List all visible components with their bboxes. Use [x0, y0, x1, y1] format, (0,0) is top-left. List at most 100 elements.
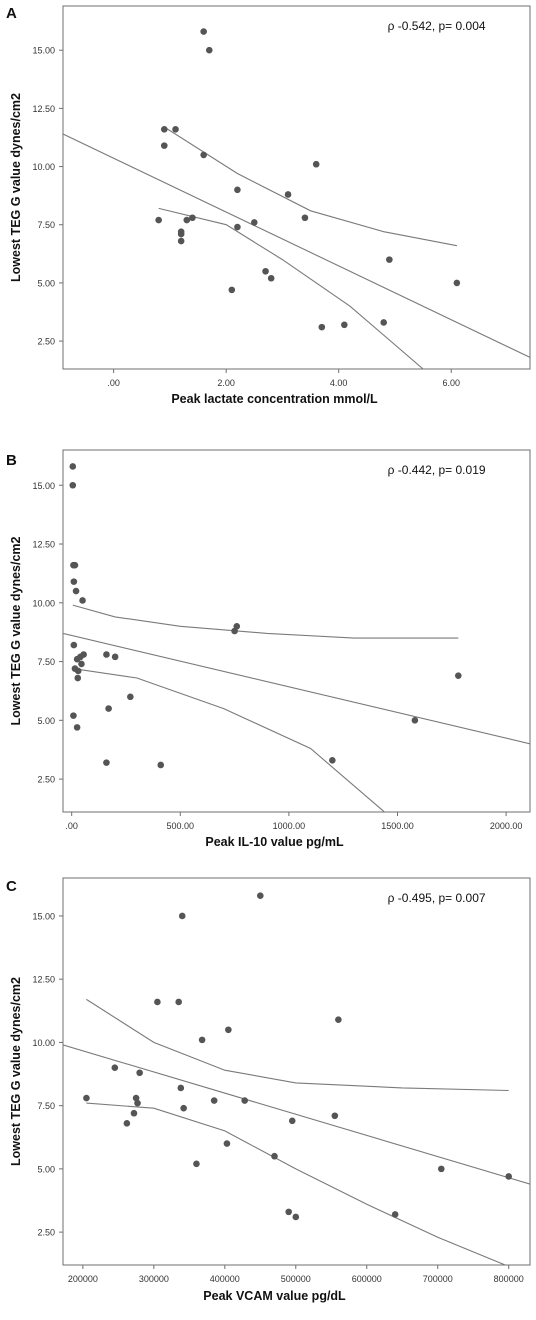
data-point — [292, 1213, 300, 1221]
data-point — [262, 267, 269, 275]
x-tick-label: 300000 — [139, 1274, 169, 1284]
data-point — [329, 756, 336, 764]
data-point — [233, 622, 241, 630]
x-tick-label: 200000 — [68, 1274, 98, 1284]
data-point — [505, 1173, 513, 1180]
panel-c: C 2.50 5.00 7.50 10.00 12.50 15.00 200000 300000… — [6, 877, 531, 1303]
fit-line — [63, 1044, 530, 1185]
data-point — [79, 597, 86, 604]
data-point — [80, 651, 87, 658]
y-tick-label: 7.50 — [37, 220, 55, 230]
data-point — [130, 1109, 138, 1117]
data-point — [301, 214, 309, 222]
data-point — [341, 321, 348, 329]
data-point — [70, 578, 78, 585]
ci-lower-curve — [86, 1102, 506, 1265]
data-point — [71, 561, 79, 569]
y-tick-label: 15.00 — [32, 911, 55, 921]
data-point — [132, 1094, 140, 1102]
y-tick-label: 15.00 — [32, 46, 55, 56]
data-point — [74, 667, 82, 675]
data-point — [127, 693, 134, 701]
correlation-annotation: ρ -0.442, p= 0.019 — [388, 463, 486, 477]
data-point — [178, 912, 186, 920]
correlation-annotation: ρ -0.495, p= 0.007 — [388, 891, 486, 905]
x-tick-label: 1500.00 — [381, 821, 414, 831]
ci-upper-curve — [72, 604, 459, 639]
data-point — [180, 1104, 187, 1112]
data-point — [455, 672, 462, 679]
data-point — [312, 160, 320, 168]
data-point — [210, 1097, 218, 1104]
y-tick-label: 2.50 — [37, 337, 55, 347]
plot-area — [62, 5, 531, 370]
data-point — [380, 319, 388, 326]
data-point — [271, 1152, 278, 1160]
x-axis-label: Peak VCAM value pg/dL — [203, 1289, 346, 1303]
panel-a: A 2.50 5.00 7.50 10.00 12.50 15.00 .00 2.00 4.00 6… — [6, 5, 531, 406]
data-point — [175, 998, 182, 1006]
data-point — [223, 1140, 231, 1147]
x-tick-label: 600000 — [352, 1274, 382, 1284]
data-point — [285, 1208, 292, 1216]
data-point — [111, 1064, 119, 1072]
data-point — [172, 126, 179, 133]
y-tick-label: 2.50 — [37, 1228, 55, 1238]
panel-label: A — [6, 5, 17, 22]
data-point — [391, 1211, 399, 1218]
data-point — [453, 279, 461, 287]
ci-lower-curve — [158, 207, 424, 369]
x-tick-label: 2000.00 — [490, 821, 523, 831]
data-point — [160, 142, 168, 149]
data-point — [111, 653, 119, 661]
data-point — [160, 126, 168, 133]
data-point — [69, 481, 77, 489]
data-point — [72, 587, 80, 595]
data-point — [205, 46, 213, 54]
x-tick-label: 800000 — [494, 1274, 524, 1284]
data-point — [234, 186, 241, 194]
x-tick-label: 4.00 — [330, 378, 348, 388]
x-tick-label: .00 — [107, 378, 120, 388]
y-tick-label: 7.50 — [37, 657, 55, 667]
data-point — [83, 1094, 90, 1102]
y-tick-label: 12.50 — [32, 104, 55, 114]
x-tick-label: 2.00 — [217, 378, 235, 388]
data-point — [78, 660, 85, 668]
data-point — [69, 463, 77, 470]
data-point — [257, 892, 264, 900]
y-tick-label: 2.50 — [37, 775, 55, 785]
data-point — [200, 151, 207, 159]
y-tick-label: 15.00 — [32, 481, 55, 491]
data-point — [331, 1112, 339, 1120]
data-point — [183, 216, 191, 224]
data-point — [105, 705, 112, 712]
x-tick-label: .00 — [65, 821, 78, 831]
data-point — [284, 191, 292, 198]
x-axis-label: Peak lactate concentration mmol/L — [171, 392, 378, 406]
data-point — [70, 712, 77, 719]
plot-area — [62, 449, 531, 813]
data-point — [267, 274, 275, 282]
data-point — [288, 1117, 296, 1125]
y-axis-label: Lowest TEG G value dynes/cm2 — [9, 977, 23, 1166]
data-point — [134, 1099, 141, 1107]
y-axis-label: Lowest TEG G value dynes/cm2 — [9, 93, 23, 282]
panel-label: B — [6, 452, 17, 469]
data-point — [437, 1165, 445, 1173]
data-point — [177, 230, 185, 238]
data-point — [251, 219, 258, 226]
data-point — [123, 1120, 131, 1127]
data-point — [241, 1097, 248, 1104]
data-point — [225, 1026, 232, 1034]
panel-b: B 2.50 5.00 7.50 10.00 12.50 15.00 .00 500.00 100… — [6, 449, 531, 849]
y-tick-label: 5.00 — [37, 1164, 55, 1174]
x-tick-label: 500000 — [281, 1274, 311, 1284]
y-tick-label: 5.00 — [37, 716, 55, 726]
data-point — [335, 1016, 342, 1023]
y-tick-label: 10.00 — [32, 1038, 55, 1048]
data-point — [154, 998, 161, 1006]
x-tick-label: 500.00 — [167, 821, 195, 831]
ci-upper-curve — [164, 126, 458, 247]
data-point — [157, 761, 165, 769]
